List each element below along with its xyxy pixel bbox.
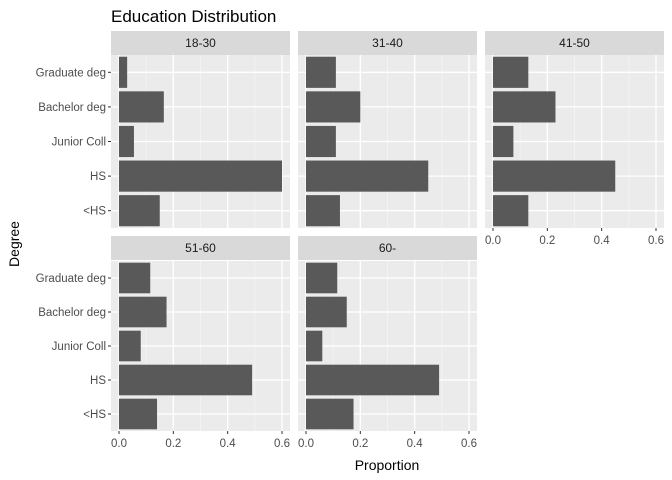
- x-tick-label: 0.4: [220, 438, 237, 450]
- bar-41-50-bachelor-deg: [493, 91, 556, 123]
- y-tick-label-lt-hs: <HS: [83, 409, 106, 421]
- x-tick-label: 0.6: [648, 235, 664, 247]
- x-tick-label: 0.2: [539, 235, 555, 247]
- x-tick-label: 0.6: [461, 438, 477, 450]
- bar-51-60-junior-coll: [119, 330, 141, 362]
- bar-41-50-graduate-deg: [493, 56, 529, 88]
- facet-strip-label: 60-: [379, 241, 396, 255]
- bar-31-40-hs: [306, 160, 429, 192]
- y-tick-label-junior-coll: Junior Coll: [52, 341, 106, 353]
- x-tick-label: 0.0: [485, 235, 501, 247]
- bar-31-40-junior-coll: [306, 125, 336, 158]
- y-tick-label-graduate-deg: Graduate deg: [36, 273, 106, 285]
- bar-18-30-hs: [119, 160, 282, 192]
- facet-strip: [111, 31, 290, 55]
- facet-panels: 18-30 Graduate deg Bachelor deg Junior Coll…: [36, 31, 664, 450]
- chart-title: Education Distribution: [111, 7, 276, 26]
- x-tick-label: 0.2: [165, 438, 181, 450]
- y-tick-label-bachelor-deg: Bachelor deg: [38, 102, 106, 114]
- facet-strip: [298, 236, 477, 260]
- x-tick-label: 0.2: [352, 438, 368, 450]
- bar-60-junior-coll: [306, 330, 323, 362]
- facet-strip: [298, 31, 477, 55]
- facet-strip-label: 18-30: [185, 36, 216, 50]
- bar-31-40-lt-hs: [306, 195, 340, 227]
- facet-strip: [111, 236, 290, 260]
- bar-18-30-bachelor-deg: [119, 91, 164, 123]
- facet-60: 60- 0.0 0.2 0.4 0.6: [298, 236, 477, 450]
- bar-51-60-bachelor-deg: [119, 296, 167, 328]
- facet-strip-label: 41-50: [559, 36, 590, 50]
- x-tick-label: 0.6: [274, 438, 290, 450]
- y-tick-label-hs: HS: [90, 375, 106, 387]
- bar-51-60-graduate-deg: [119, 262, 151, 294]
- bar-60-lt-hs: [306, 398, 354, 430]
- bar-31-40-graduate-deg: [306, 56, 336, 88]
- facet-41-50: 41-50 0.0 0.2 0.4 0.6: [485, 31, 664, 247]
- x-tick-label: 0.0: [298, 438, 314, 450]
- facet-strip-label: 31-40: [372, 36, 403, 50]
- bar-18-30-lt-hs: [119, 195, 160, 227]
- y-tick-label-hs: HS: [90, 171, 106, 183]
- facet-31-40: 31-40: [298, 31, 477, 228]
- facet-strip: [485, 31, 664, 55]
- bar-60-graduate-deg: [306, 262, 338, 294]
- bar-51-60-lt-hs: [119, 398, 158, 430]
- bar-31-40-bachelor-deg: [306, 91, 361, 123]
- bar-41-50-junior-coll: [493, 125, 514, 158]
- facet-51-60: 51-60 Graduate deg Bachelor deg Junior Coll…: [36, 236, 290, 450]
- bar-51-60-hs: [119, 364, 253, 396]
- y-tick-label-graduate-deg: Graduate deg: [36, 67, 106, 79]
- bar-60-bachelor-deg: [306, 296, 347, 328]
- bar-41-50-lt-hs: [493, 195, 529, 227]
- bar-41-50-hs: [493, 160, 616, 192]
- bar-18-30-graduate-deg: [119, 56, 128, 88]
- x-tick-label: 0.4: [594, 235, 611, 247]
- bar-18-30-junior-coll: [119, 125, 134, 158]
- facet-18-30: 18-30 Graduate deg Bachelor deg Junior Coll…: [36, 31, 290, 228]
- x-tick-label: 0.0: [111, 438, 127, 450]
- x-axis-title: Proportion: [355, 457, 420, 473]
- y-axis-title: Degree: [6, 221, 22, 267]
- y-tick-label-junior-coll: Junior Coll: [52, 137, 106, 149]
- x-tick-label: 0.4: [407, 438, 424, 450]
- facet-strip-label: 51-60: [185, 241, 216, 255]
- y-tick-label-lt-hs: <HS: [83, 206, 106, 218]
- bar-60-hs: [306, 364, 440, 396]
- y-tick-label-bachelor-deg: Bachelor deg: [38, 307, 106, 319]
